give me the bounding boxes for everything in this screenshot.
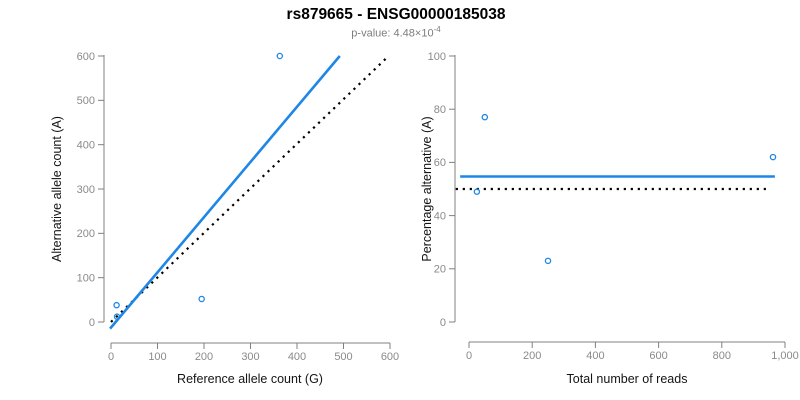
panel1-data-point [113, 313, 121, 320]
panel2-y-tick-label: 40 [434, 210, 446, 222]
panel1-y-tick-label: 500 [77, 95, 95, 107]
left-y-axis-title: Alternative allele count (A) [50, 116, 64, 262]
panel1-y-tick-label: 200 [77, 228, 95, 240]
panel2-x-tick-label: 200 [523, 350, 541, 362]
panel2-x-tick-label: 0 [466, 350, 472, 362]
panel2-x-tick-label: 1,000 [771, 350, 799, 362]
right-x-axis-title: Total number of reads [566, 372, 688, 386]
panel2-x-tick-label: 400 [586, 350, 604, 362]
panel1-x-tick-label: 100 [148, 351, 166, 363]
p-value-text: p-value: 4.48×10 [351, 27, 434, 40]
panel1-identity-line [110, 55, 390, 323]
panel1-y-tick-label: 400 [77, 139, 95, 151]
panel1-data-point [113, 301, 120, 309]
panel1-data-point [276, 52, 284, 60]
panel2-data-point [544, 257, 552, 265]
p-value-exponent: -4 [433, 25, 441, 34]
panel2-y-tick-label: 100 [428, 51, 446, 63]
panel2-data-point [481, 113, 489, 121]
panel1-x-tick-label: 0 [108, 351, 114, 363]
panel2-y-tick-label: 20 [434, 264, 446, 276]
panel1-x-tick-label: 500 [334, 351, 352, 363]
panel1-x-tick-label: 400 [288, 351, 306, 363]
panel2-y-tick-label: 0 [440, 317, 446, 329]
panel2-data-point [473, 188, 481, 195]
p-value-subtitle: p-value: 4.48×10-4 [0, 25, 792, 40]
panel2-y-tick-label: 60 [434, 157, 446, 169]
panel1-y-tick-label: 100 [77, 272, 95, 284]
plot-title: rs879665 - ENSG00000185038 [286, 6, 506, 23]
panel1-y-tick-label: 0 [89, 317, 95, 329]
panel1-fitted-proportion-line [109, 55, 341, 330]
right-y-axis-title: Percentage alternative (A) [420, 116, 434, 262]
panel1-x-tick-label: 300 [241, 351, 259, 363]
panel2-x-tick-label: 600 [649, 350, 667, 362]
panel1-data-point [198, 295, 205, 303]
left-x-axis-title: Reference allele count (G) [177, 372, 323, 386]
panel1-x-tick-label: 600 [381, 351, 399, 363]
panel1-y-tick-label: 300 [77, 184, 95, 196]
panel1-y-tick-label: 600 [77, 51, 95, 63]
panel2-y-tick-label: 80 [434, 104, 446, 116]
panel2-x-tick-label: 800 [713, 350, 731, 362]
panel2-data-point [769, 153, 777, 161]
panel1-x-tick-label: 200 [195, 351, 213, 363]
